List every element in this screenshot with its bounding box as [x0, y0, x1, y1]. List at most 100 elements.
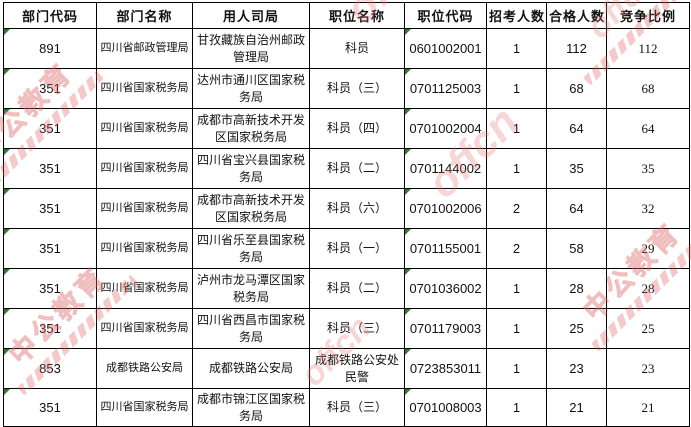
cell-error-indicator-icon: [4, 229, 10, 235]
cell-bureau[interactable]: 四川省宝兴县国家税务局: [192, 148, 310, 189]
cell-dept-code[interactable]: 891: [3, 28, 97, 69]
cell-bureau[interactable]: 成都市高新技术开发区国家税务局: [192, 108, 310, 149]
cell-position-code[interactable]: 0701002006: [404, 188, 487, 229]
cell-text: 853: [39, 361, 61, 376]
cell-qualified-count[interactable]: 28: [546, 268, 607, 309]
cell-qualified-count[interactable]: 21: [546, 388, 607, 427]
cell-dept-name[interactable]: 四川省国家税务局: [96, 308, 193, 349]
cell-recruit-count[interactable]: 1: [486, 348, 547, 389]
cell-position-code[interactable]: 0701179003: [404, 308, 487, 349]
cell-dept-name[interactable]: 四川省国家税务局: [96, 148, 193, 189]
column-header-position-code[interactable]: 职位代码: [404, 2, 487, 29]
cell-position-code[interactable]: 0601002001: [404, 28, 487, 69]
cell-position-name[interactable]: 科员（四）: [309, 108, 405, 149]
cell-text: 23: [641, 360, 655, 376]
cell-dept-name[interactable]: 四川省国家税务局: [96, 188, 193, 229]
cell-position-name[interactable]: 科员（三）: [309, 68, 405, 109]
cell-dept-code[interactable]: 351: [3, 228, 97, 269]
cell-text: 58: [569, 241, 584, 256]
cell-ratio[interactable]: 32: [606, 188, 690, 229]
cell-dept-name[interactable]: 四川省国家税务局: [96, 108, 193, 149]
cell-position-name[interactable]: 科员（二）: [309, 268, 405, 309]
cell-recruit-count[interactable]: 1: [486, 108, 547, 149]
cell-dept-code[interactable]: 351: [3, 308, 97, 349]
cell-text: 25: [641, 320, 655, 336]
column-header-dept-name[interactable]: 部门名称: [96, 2, 193, 29]
cell-dept-code[interactable]: 351: [3, 388, 97, 427]
cell-ratio[interactable]: 25: [606, 308, 690, 349]
cell-bureau[interactable]: 成都市高新技术开发区国家税务局: [192, 188, 310, 229]
cell-qualified-count[interactable]: 58: [546, 228, 607, 269]
cell-ratio[interactable]: 64: [606, 108, 690, 149]
column-header-dept-code[interactable]: 部门代码: [3, 2, 97, 29]
cell-dept-code[interactable]: 351: [3, 268, 97, 309]
cell-dept-code[interactable]: 853: [3, 348, 97, 389]
column-header-qualified-count[interactable]: 合格人数: [546, 2, 607, 29]
cell-dept-name[interactable]: 四川省国家税务局: [96, 68, 193, 109]
cell-position-name[interactable]: 科员（三）: [309, 308, 405, 349]
cell-ratio[interactable]: 35: [606, 148, 690, 189]
cell-text: 25: [569, 321, 584, 336]
cell-text: 29: [641, 240, 655, 256]
cell-position-name[interactable]: 科员（一）: [309, 228, 405, 269]
cell-position-code[interactable]: 0723853011: [404, 348, 487, 389]
cell-recruit-count[interactable]: 2: [486, 188, 547, 229]
cell-bureau[interactable]: 四川省西昌市国家税务局: [192, 308, 310, 349]
cell-dept-name[interactable]: 四川省邮政管理局: [96, 28, 193, 69]
column-header-recruit-count[interactable]: 招考人数: [486, 2, 547, 29]
cell-dept-code[interactable]: 351: [3, 108, 97, 149]
cell-qualified-count[interactable]: 112: [546, 28, 607, 69]
cell-ratio[interactable]: 29: [606, 228, 690, 269]
cell-text: 891: [39, 41, 61, 56]
column-header-position-name[interactable]: 职位名称: [309, 2, 405, 29]
cell-ratio[interactable]: 23: [606, 348, 690, 389]
cell-position-name[interactable]: 科员（六）: [309, 188, 405, 229]
cell-qualified-count[interactable]: 25: [546, 308, 607, 349]
cell-position-code[interactable]: 0701002004: [404, 108, 487, 149]
cell-bureau[interactable]: 甘孜藏族自治州邮政管理局: [192, 28, 310, 69]
cell-bureau[interactable]: 成都市锦江区国家税务局: [192, 388, 310, 427]
column-header-bureau[interactable]: 用人司局: [192, 2, 310, 29]
cell-qualified-count[interactable]: 23: [546, 348, 607, 389]
cell-recruit-count[interactable]: 1: [486, 148, 547, 189]
cell-recruit-count[interactable]: 1: [486, 388, 547, 427]
cell-recruit-count[interactable]: 1: [486, 68, 547, 109]
cell-qualified-count[interactable]: 68: [546, 68, 607, 109]
cell-position-name[interactable]: 科员: [309, 28, 405, 69]
cell-text: 0701002006: [409, 201, 482, 216]
cell-bureau[interactable]: 达州市通川区国家税务局: [192, 68, 310, 109]
cell-ratio[interactable]: 112: [606, 28, 690, 69]
cell-position-name[interactable]: 科员（三）: [309, 388, 405, 427]
cell-bureau[interactable]: 四川省乐至县国家税务局: [192, 228, 310, 269]
cell-dept-code[interactable]: 351: [3, 68, 97, 109]
cell-qualified-count[interactable]: 64: [546, 108, 607, 149]
cell-text: 0701155001: [409, 241, 482, 256]
cell-bureau[interactable]: 成都铁路公安局: [192, 348, 310, 389]
cell-qualified-count[interactable]: 64: [546, 188, 607, 229]
cell-dept-name[interactable]: 四川省国家税务局: [96, 268, 193, 309]
column-header-ratio[interactable]: 竞争比例: [606, 2, 690, 29]
cell-position-code[interactable]: 0701008003: [404, 388, 487, 427]
cell-recruit-count[interactable]: 1: [486, 308, 547, 349]
cell-ratio[interactable]: 28: [606, 268, 690, 309]
cell-position-code[interactable]: 0701144002: [404, 148, 487, 189]
cell-dept-name[interactable]: 四川省国家税务局: [96, 228, 193, 269]
cell-recruit-count[interactable]: 1: [486, 28, 547, 69]
cell-dept-code[interactable]: 351: [3, 148, 97, 189]
cell-position-name[interactable]: 科员（二）: [309, 148, 405, 189]
cell-text: 2: [512, 201, 521, 216]
cell-recruit-count[interactable]: 2: [486, 228, 547, 269]
cell-ratio[interactable]: 21: [606, 388, 690, 427]
cell-dept-name[interactable]: 四川省国家税务局: [96, 388, 193, 427]
cell-position-code[interactable]: 0701155001: [404, 228, 487, 269]
cell-bureau[interactable]: 泸州市龙马潭区国家税务局: [192, 268, 310, 309]
cell-position-name[interactable]: 成都铁路公安处民警: [309, 348, 405, 389]
cell-qualified-count[interactable]: 35: [546, 148, 607, 189]
cell-dept-code[interactable]: 351: [3, 188, 97, 229]
cell-dept-name[interactable]: 成都铁路公安局: [96, 348, 193, 389]
cell-ratio[interactable]: 68: [606, 68, 690, 109]
cell-position-code[interactable]: 0701036002: [404, 268, 487, 309]
cell-recruit-count[interactable]: 1: [486, 268, 547, 309]
cell-position-code[interactable]: 0701125003: [404, 68, 487, 109]
cell-text: 64: [569, 121, 584, 136]
